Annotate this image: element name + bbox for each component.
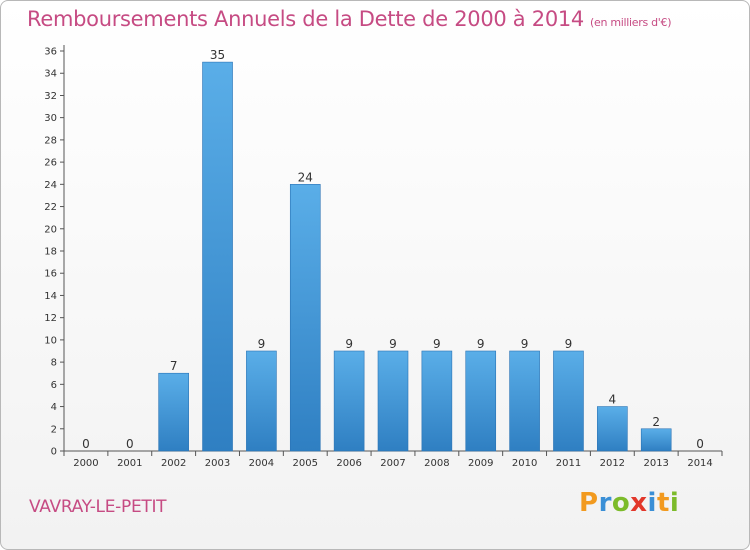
y-tick-label: 4 — [51, 402, 57, 413]
x-tick-label: 2001 — [117, 458, 142, 469]
y-tick-label: 26 — [44, 158, 57, 169]
bar-value-label: 0 — [126, 437, 134, 451]
bar-value-label: 9 — [345, 337, 353, 351]
brand-letter: i — [669, 488, 680, 518]
x-tick-label: 2014 — [687, 458, 712, 469]
bar-value-label: 2 — [652, 415, 660, 429]
bar — [421, 350, 453, 452]
y-tick-label: 16 — [44, 269, 57, 280]
x-tick-label: 2013 — [643, 458, 668, 469]
y-tick-label: 34 — [44, 69, 57, 80]
bar-value-label: 9 — [521, 337, 529, 351]
town-name: VAVRAY-LE-PETIT — [29, 497, 167, 517]
x-tick-label: 2010 — [512, 458, 537, 469]
x-tick-label: 2000 — [73, 458, 98, 469]
bar-value-label: 7 — [170, 359, 178, 373]
bar-value-label: 9 — [389, 337, 397, 351]
y-tick-label: 14 — [44, 291, 57, 302]
bar-value-label: 24 — [298, 170, 313, 184]
chart-title-text: Remboursements Annuels de la Dette de 20… — [27, 7, 584, 31]
brand-letter: t — [656, 488, 670, 518]
brand-letter: i — [647, 488, 657, 518]
bar-value-label: 9 — [258, 337, 266, 351]
y-tick-label: 28 — [44, 135, 57, 146]
x-tick-label: 2009 — [468, 458, 493, 469]
y-tick-label: 6 — [51, 380, 57, 391]
y-tick-label: 24 — [44, 180, 57, 191]
brand-letter: r — [598, 488, 612, 518]
bar-value-label: 0 — [82, 437, 90, 451]
y-tick-label: 36 — [44, 47, 57, 58]
y-tick-label: 0 — [51, 447, 57, 458]
bar — [465, 350, 497, 452]
brand-letter: o — [611, 488, 631, 518]
y-tick-label: 22 — [44, 202, 57, 213]
x-tick-label: 2002 — [161, 458, 186, 469]
bar-value-label: 9 — [433, 337, 441, 351]
bar — [333, 350, 365, 452]
bar — [597, 406, 628, 452]
bar-value-label: 35 — [210, 48, 225, 62]
x-tick-label: 2012 — [600, 458, 625, 469]
bar — [509, 350, 540, 452]
bar — [202, 61, 233, 452]
brand-letter: x — [630, 488, 648, 518]
bar-value-label: 9 — [477, 337, 485, 351]
y-tick-label: 18 — [44, 247, 57, 258]
x-tick-label: 2006 — [336, 458, 361, 469]
proxiti-logo: Proxiti — [579, 488, 679, 518]
bar-value-label: 0 — [696, 437, 704, 451]
brand-letter: P — [579, 488, 599, 518]
bar — [158, 372, 189, 452]
bar — [246, 350, 277, 452]
y-tick-label: 10 — [44, 335, 57, 346]
x-tick-label: 2004 — [249, 458, 274, 469]
bar — [553, 350, 584, 452]
y-tick-label: 30 — [44, 113, 57, 124]
bar — [377, 350, 409, 452]
x-tick-label: 2003 — [205, 458, 230, 469]
y-tick-label: 12 — [44, 313, 57, 324]
x-tick-label: 2005 — [293, 458, 318, 469]
x-tick-label: 2008 — [424, 458, 449, 469]
y-tick-label: 2 — [51, 424, 57, 435]
x-tick-label: 2011 — [556, 458, 581, 469]
bar-value-label: 4 — [609, 393, 617, 407]
bar-value-label: 9 — [565, 337, 573, 351]
y-tick-label: 20 — [44, 224, 57, 235]
y-tick-label: 32 — [44, 91, 57, 102]
bar — [640, 428, 672, 452]
x-tick-label: 2007 — [380, 458, 405, 469]
chart-subtitle: (en milliers d'€) — [590, 16, 672, 29]
y-tick-label: 8 — [51, 358, 57, 369]
chart-title: Remboursements Annuels de la Dette de 20… — [27, 7, 671, 31]
bar — [289, 184, 321, 452]
